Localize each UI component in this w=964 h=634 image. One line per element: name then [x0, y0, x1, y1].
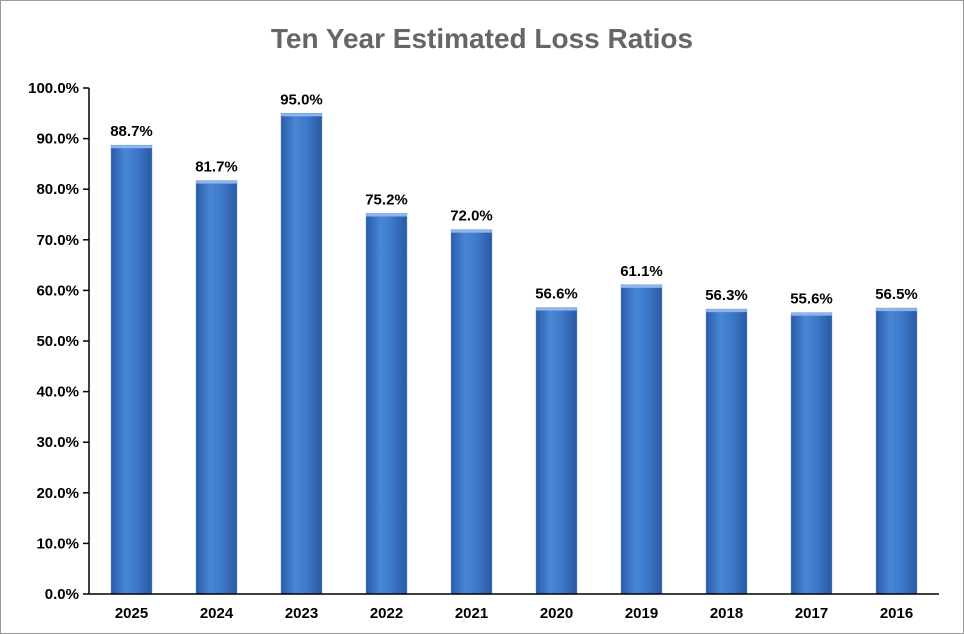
y-tick-label: 90.0% — [36, 131, 79, 148]
bar — [535, 307, 578, 595]
bar — [450, 229, 493, 595]
bar — [875, 307, 918, 595]
bar — [705, 308, 748, 595]
y-tick-label: 40.0% — [36, 384, 79, 401]
data-label: 56.5% — [875, 286, 918, 303]
bar-top-highlight — [111, 145, 152, 149]
bar-top-highlight — [621, 284, 662, 288]
bar — [790, 312, 833, 595]
data-label: 95.0% — [280, 91, 323, 108]
y-tick-label: 70.0% — [36, 232, 79, 249]
bar — [280, 113, 323, 595]
y-tick-label: 30.0% — [36, 434, 79, 451]
y-tick-label: 20.0% — [36, 485, 79, 502]
x-tick-label: 2023 — [285, 605, 318, 622]
x-tick-label: 2017 — [795, 605, 828, 622]
x-tick-label: 2019 — [625, 605, 658, 622]
x-tick-label: 2024 — [200, 605, 234, 622]
y-tick-label: 50.0% — [36, 333, 79, 350]
x-tick-label: 2021 — [455, 605, 488, 622]
y-tick-label: 10.0% — [36, 535, 79, 552]
data-label: 56.3% — [705, 287, 748, 304]
data-label: 56.6% — [535, 286, 578, 303]
y-tick-label: 100.0% — [28, 80, 79, 97]
data-label: 88.7% — [110, 123, 153, 140]
bar-top-highlight — [366, 213, 407, 217]
data-label: 81.7% — [195, 159, 238, 176]
bar — [110, 144, 153, 595]
bar-top-highlight — [791, 312, 832, 316]
bar-top-highlight — [196, 180, 237, 184]
x-tick-label: 2016 — [880, 605, 913, 622]
y-tick-label: 0.0% — [45, 586, 79, 603]
x-tick-label: 2018 — [710, 605, 743, 622]
bar-top-highlight — [876, 308, 917, 312]
data-label: 75.2% — [365, 191, 408, 208]
bar-top-highlight — [706, 309, 747, 313]
x-tick-label: 2020 — [540, 605, 573, 622]
bar — [195, 180, 238, 595]
x-tick-label: 2022 — [370, 605, 403, 622]
data-label: 55.6% — [790, 291, 833, 308]
bar-top-highlight — [281, 113, 322, 117]
data-label: 61.1% — [620, 263, 663, 280]
bar-top-highlight — [536, 307, 577, 311]
y-tick-label: 60.0% — [36, 282, 79, 299]
bar — [365, 213, 408, 595]
bar — [620, 284, 663, 595]
bar-top-highlight — [451, 229, 492, 233]
data-label: 72.0% — [450, 208, 493, 225]
y-tick-label: 80.0% — [36, 181, 79, 198]
chart-title: Ten Year Estimated Loss Ratios — [270, 23, 694, 54]
x-tick-label: 2025 — [115, 605, 148, 622]
